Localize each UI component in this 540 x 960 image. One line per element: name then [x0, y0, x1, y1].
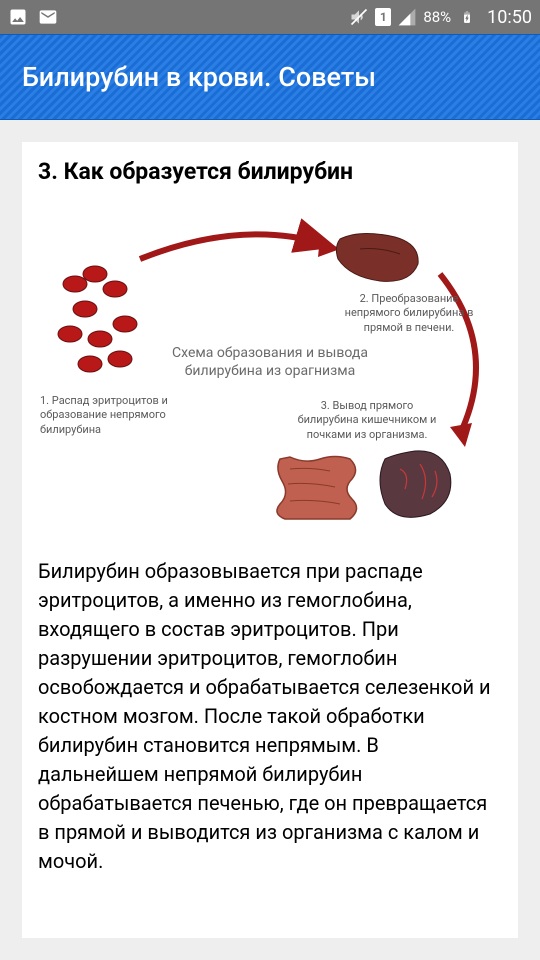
article-body: Билирубин образовывается при распаде эри…	[38, 557, 502, 876]
blood-cells-icon	[58, 266, 137, 372]
app-header: Билирубин в крови. Советы	[0, 34, 540, 120]
status-bar: 1 88% 10:50	[0, 0, 540, 34]
section-title: 3. Как образуется билирубин	[38, 158, 502, 185]
status-left	[8, 7, 58, 27]
bilirubin-diagram: Схема образования и вывода билирубина из…	[38, 209, 502, 529]
clock: 10:50	[487, 7, 532, 28]
diagram-center-caption: Схема образования и вывода билирубина из…	[170, 344, 370, 380]
intestine-icon	[277, 457, 357, 520]
kidney-icon	[380, 451, 451, 517]
battery-percent: 88%	[423, 8, 451, 26]
signal-icon	[397, 7, 417, 27]
picture-icon	[8, 7, 28, 27]
app-title: Билирубин в крови. Советы	[22, 61, 376, 93]
battery-icon	[457, 7, 477, 27]
content-area[interactable]: 3. Как образуется билирубин	[0, 120, 540, 960]
mail-icon	[38, 7, 58, 27]
vibrate-icon	[349, 7, 369, 27]
status-right: 1 88% 10:50	[349, 7, 532, 28]
sim-icon: 1	[375, 8, 391, 26]
diagram-caption-2: 2. Преобразование непрямого билирубина в…	[334, 292, 484, 335]
liver-icon	[336, 233, 418, 281]
diagram-caption-3: 3. Вывод прямого билирубина кишечником и…	[292, 399, 442, 442]
article-card: 3. Как образуется билирубин	[22, 142, 518, 938]
diagram-caption-1: 1. Распад эритроцитов и образование непр…	[40, 394, 190, 437]
